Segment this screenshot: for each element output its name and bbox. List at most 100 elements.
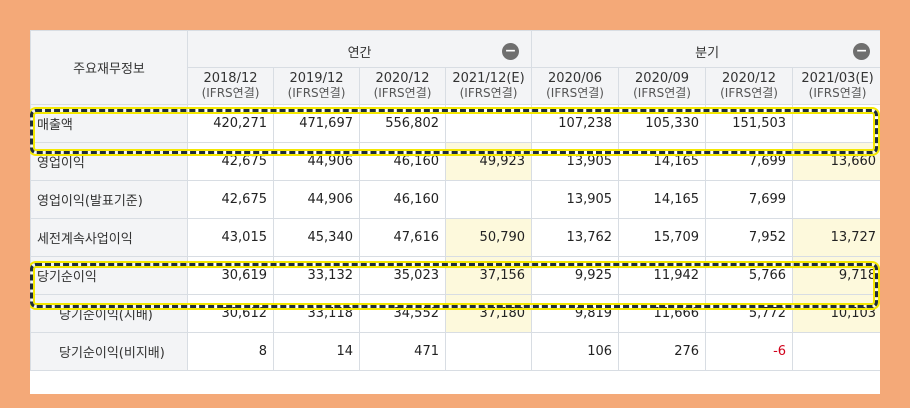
- period-date: 2021/03(E): [801, 71, 874, 86]
- table-cell: 7,699: [705, 142, 794, 181]
- table-cell: 37,156: [444, 256, 533, 295]
- period-basis: (IFRS연결): [633, 86, 691, 100]
- period-date: 2019/12: [289, 71, 344, 86]
- table-cell: 5,772: [705, 294, 794, 333]
- period-header-6: 2020/12 (IFRS연결): [705, 67, 794, 105]
- row-label: 영업이익(발표기준): [30, 180, 188, 219]
- table-cell: 13,905: [531, 142, 620, 181]
- table-cell: 106: [531, 332, 620, 371]
- table-cell: 14: [273, 332, 360, 371]
- table-cell: 14,165: [618, 142, 707, 181]
- annual-group-header: 연간 −: [186, 30, 533, 68]
- table-cell: 9,925: [531, 256, 620, 295]
- table-cell: 7,699: [705, 180, 794, 219]
- period-basis: (IFRS연결): [808, 86, 867, 100]
- table-cell: 44,906: [273, 180, 360, 219]
- table-cell: [792, 104, 880, 143]
- annual-group-label: 연간: [347, 45, 372, 61]
- table-cell: 420,271: [187, 104, 274, 143]
- table-cell: 50,790: [444, 218, 533, 257]
- table-cell: 49,923: [444, 142, 533, 181]
- table-cell: 13,660: [792, 142, 880, 181]
- period-date: 2020/12: [375, 71, 430, 86]
- table-cell: 46,160: [359, 180, 446, 219]
- table-cell: 47,616: [359, 218, 446, 257]
- table-cell: 34,552: [359, 294, 446, 333]
- table-cell: 45,340: [273, 218, 360, 257]
- table-cell: 33,132: [273, 256, 360, 295]
- table-cell: 35,023: [359, 256, 446, 295]
- period-date: 2021/12(E): [452, 71, 525, 86]
- row-label: 당기순이익(지배): [30, 294, 188, 333]
- table-cell: 46,160: [359, 142, 446, 181]
- table-cell: 33,118: [273, 294, 360, 333]
- table-cell: 105,330: [618, 104, 707, 143]
- table-cell: 9,718: [792, 256, 880, 295]
- period-header-4: 2020/06 (IFRS연결): [531, 67, 620, 105]
- period-date: 2020/06: [548, 71, 603, 86]
- table-cell: 37,180: [444, 294, 533, 333]
- table-cell: 30,612: [187, 294, 274, 333]
- table-row: 영업이익(발표기준) 42,675 44,906 46,160 13,905 14,165…: [30, 180, 880, 219]
- table-cell: [444, 332, 533, 371]
- table-cell: 10,103: [792, 294, 880, 333]
- table-cell: 30,619: [187, 256, 274, 295]
- table-row: 당기순이익 30,619 33,132 35,023 37,156 9,925 11,942…: [30, 256, 880, 295]
- period-header-1: 2019/12 (IFRS연결): [273, 67, 360, 105]
- quarter-group-label: 분기: [695, 45, 720, 61]
- table-cell: 471: [359, 332, 446, 371]
- table-cell: 556,802: [359, 104, 446, 143]
- row-label: 당기순이익(비지배): [30, 332, 188, 371]
- period-header-2: 2020/12 (IFRS연결): [359, 67, 446, 105]
- table-cell: 44,906: [273, 142, 360, 181]
- quarter-group-header: 분기 −: [531, 30, 880, 68]
- period-header-0: 2018/12 (IFRS연결): [187, 67, 274, 105]
- table-cell: 151,503: [705, 104, 794, 143]
- annual-collapse-icon[interactable]: −: [502, 43, 520, 60]
- table-cell: -6: [705, 332, 794, 371]
- period-basis: (IFRS연결): [720, 86, 778, 100]
- table-cell: 13,762: [531, 218, 620, 257]
- table-cell: 11,942: [618, 256, 707, 295]
- period-basis: (IFRS연결): [201, 86, 260, 100]
- table-cell: 107,238: [531, 104, 620, 143]
- table-cell: [792, 180, 880, 219]
- table-cell: 7,952: [705, 218, 794, 257]
- period-date: 2020/09: [635, 71, 690, 86]
- row-label: 당기순이익: [30, 256, 188, 295]
- table-cell: [444, 104, 533, 143]
- table-cell: 8: [187, 332, 274, 371]
- table-row: 세전계속사업이익 43,015 45,340 47,616 50,790 13,762 15…: [30, 218, 880, 257]
- table-cell: 11,666: [618, 294, 707, 333]
- orange-frame: 주요재무정보 연간 − 분기 − 2018/12 (IFRS연결) 2019/12(…: [14, 14, 896, 394]
- table-cell: 13,905: [531, 180, 620, 219]
- table-cell: 15,709: [618, 218, 707, 257]
- period-date: 2020/12: [722, 71, 777, 86]
- table-cell: 42,675: [187, 142, 274, 181]
- table-cell: 13,727: [792, 218, 880, 257]
- period-basis: (IFRS연결): [287, 86, 346, 100]
- row-label: 세전계속사업이익: [30, 218, 188, 257]
- table-cell: 276: [618, 332, 707, 371]
- table-cell: 9,819: [531, 294, 620, 333]
- period-basis: (IFRS연결): [546, 86, 604, 100]
- period-basis: (IFRS연결): [373, 86, 432, 100]
- period-header-5: 2020/09 (IFRS연결): [618, 67, 707, 105]
- row-label: 영업이익: [30, 142, 188, 181]
- table-cell: 5,766: [705, 256, 794, 295]
- financial-summary-table: 주요재무정보 연간 − 분기 − 2018/12 (IFRS연결) 2019/12(…: [30, 30, 880, 371]
- table-row: 영업이익 42,675 44,906 46,160 49,923 13,905 14,165…: [30, 142, 880, 181]
- table-title: 주요재무정보: [30, 30, 188, 105]
- period-header-7: 2021/03(E) (IFRS연결): [792, 67, 880, 105]
- period-basis: (IFRS연결): [459, 86, 518, 100]
- period-date: 2018/12: [203, 71, 258, 86]
- table-row: 당기순이익(지배) 30,612 33,118 34,552 37,180 9,819 11…: [30, 294, 880, 333]
- row-label: 매출액: [30, 104, 188, 143]
- table-cell: 14,165: [618, 180, 707, 219]
- table-row: 당기순이익(비지배) 8 14 471 106 276 -6: [30, 332, 880, 371]
- table-cell: 43,015: [187, 218, 274, 257]
- table-cell: 471,697: [273, 104, 360, 143]
- table-row: 매출액 420,271 471,697 556,802 107,238 105,330 15…: [30, 104, 880, 143]
- quarter-collapse-icon[interactable]: −: [853, 43, 871, 60]
- table-cell: [792, 332, 880, 371]
